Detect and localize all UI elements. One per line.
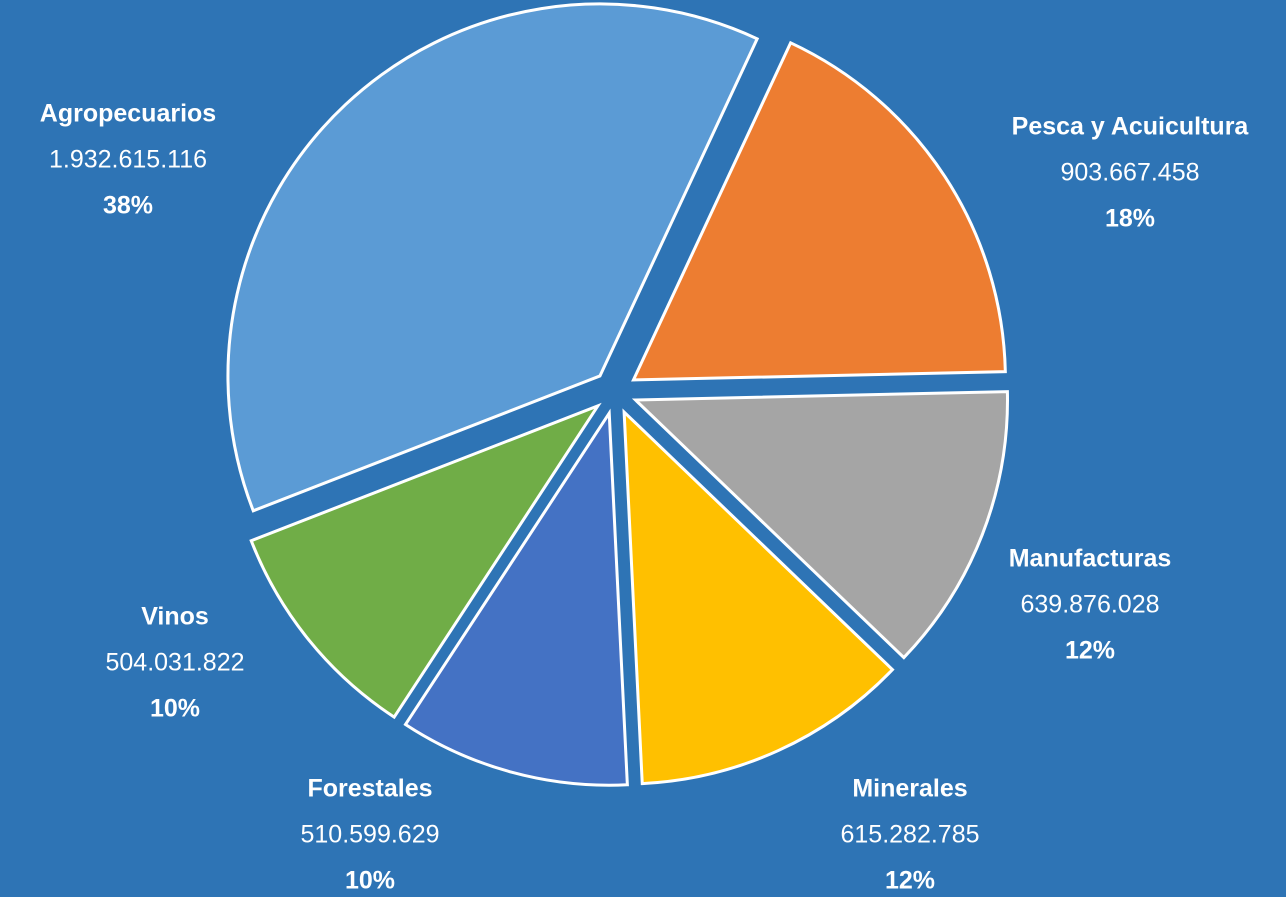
slice-percent: 12% (1065, 637, 1115, 665)
slice-name: Pesca y Acuicultura (1012, 113, 1250, 141)
slice-value: 504.031.822 (105, 649, 244, 677)
pie-slice (226, 2, 760, 513)
slice-value: 639.876.028 (1020, 591, 1159, 619)
slice-name: Vinos (141, 603, 209, 631)
pie-slice (631, 40, 1007, 382)
pie-slice (631, 390, 1009, 660)
slice-value: 903.667.458 (1060, 159, 1199, 187)
slice-name: Manufacturas (1009, 545, 1172, 573)
pie-slice (622, 408, 895, 786)
slice-value: 615.282.785 (840, 821, 979, 849)
slice-percent: 38% (103, 192, 153, 220)
slice-percent: 10% (150, 695, 200, 723)
pie-slice (403, 408, 629, 787)
pie-slice (249, 402, 602, 720)
slice-percent: 12% (885, 867, 935, 895)
slice-name: Forestales (307, 775, 432, 803)
slice-percent: 10% (345, 867, 395, 895)
slice-value: 1.932.615.116 (49, 146, 207, 174)
slice-percent: 18% (1105, 205, 1155, 233)
slice-name: Minerales (852, 775, 967, 803)
slice-value: 510.599.629 (300, 821, 439, 849)
slice-name: Agropecuarios (40, 100, 216, 128)
